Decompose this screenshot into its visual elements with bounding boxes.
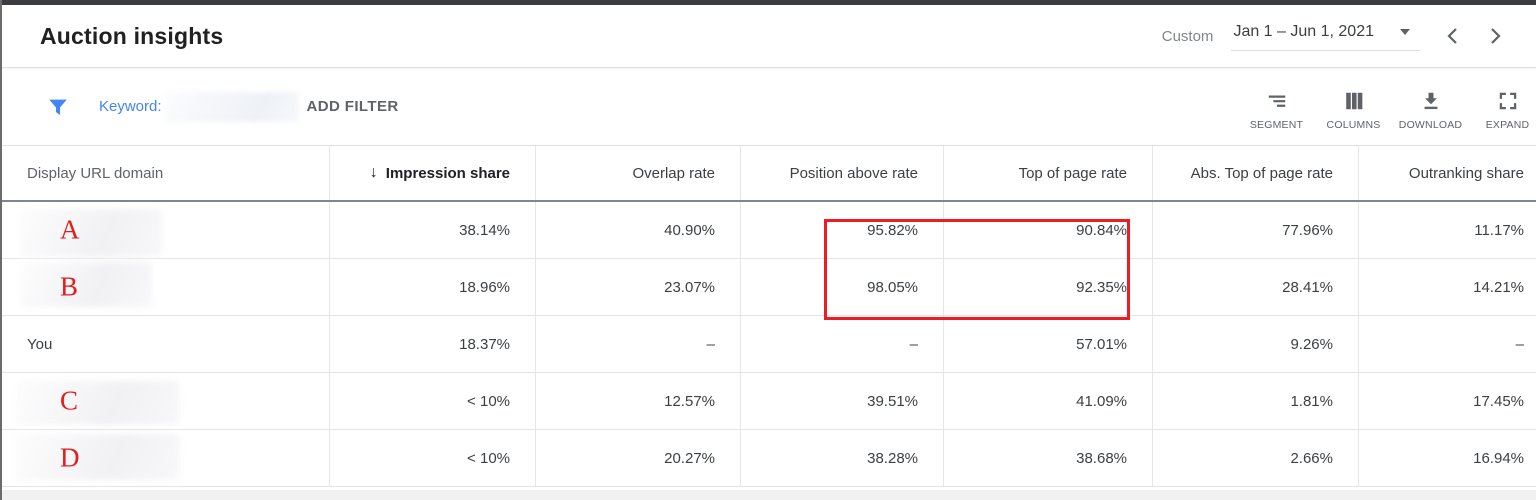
- redacted-domain-patch: [20, 209, 162, 257]
- domain-annotation-letter: A: [60, 214, 80, 245]
- abs-top-of-page-rate-cell: 77.96%: [1152, 202, 1358, 258]
- position-above-rate-cell: 38.28%: [740, 430, 943, 486]
- page-bottom-strip: [2, 490, 1536, 500]
- next-period-button[interactable]: [1485, 23, 1506, 49]
- overlap-rate-cell: 12.57%: [535, 373, 740, 429]
- keyword-value-redaction: [165, 91, 299, 122]
- segment-icon: [1268, 95, 1285, 107]
- impression-share-cell: < 10%: [329, 430, 535, 486]
- table-header-row: Display URL domain ↓ Impression share Ov…: [2, 146, 1536, 202]
- column-header-position-above-rate[interactable]: Position above rate: [740, 146, 943, 200]
- outranking-share-cell: 16.94%: [1358, 430, 1536, 486]
- outranking-share-cell: 17.45%: [1358, 373, 1536, 429]
- column-header-abs-top-of-page-rate[interactable]: Abs. Top of page rate: [1152, 146, 1358, 200]
- top-of-page-rate-cell: 90.84%: [943, 202, 1152, 258]
- column-header-outranking-share[interactable]: Outranking share: [1358, 146, 1536, 200]
- abs-top-of-page-rate-cell: 2.66%: [1152, 430, 1358, 486]
- top-of-page-rate-cell: 57.01%: [943, 316, 1152, 372]
- redacted-domain-patch: [14, 434, 179, 480]
- domain-cell: D: [2, 430, 329, 486]
- previous-period-button[interactable]: [1442, 23, 1463, 49]
- chevron-right-icon: [1491, 28, 1501, 44]
- chevron-down-icon: [1400, 29, 1410, 35]
- overlap-rate-cell: –: [535, 316, 740, 372]
- outranking-share-cell: 11.17%: [1358, 202, 1536, 258]
- outranking-share-cell: –: [1358, 316, 1536, 372]
- table-row-domain-d: D < 10% 20.27% 38.28% 38.68% 2.66% 16.94…: [2, 430, 1536, 487]
- column-header-impression-share[interactable]: ↓ Impression share: [329, 146, 535, 200]
- top-of-page-rate-cell: 38.68%: [943, 430, 1152, 486]
- download-button[interactable]: DOWNLOAD: [1392, 84, 1469, 131]
- abs-top-of-page-rate-cell: 9.26%: [1152, 316, 1358, 372]
- columns-button[interactable]: COLUMNS: [1315, 84, 1392, 131]
- download-icon: [1424, 92, 1437, 109]
- add-filter-button[interactable]: ADD FILTER: [306, 98, 399, 115]
- top-of-page-rate-cell: 41.09%: [943, 373, 1152, 429]
- domain-cell: C: [2, 373, 329, 429]
- domain-annotation-letter: B: [60, 271, 79, 302]
- filter-bar: Keyword: ADD FILTER SEGMENT COLUMNS: [2, 68, 1536, 146]
- position-above-rate-cell: 95.82%: [740, 202, 943, 258]
- you-row-label: You: [27, 335, 53, 353]
- date-range-control: Custom Jan 1 – Jun 1, 2021: [1162, 21, 1506, 51]
- page-title: Auction insights: [40, 22, 224, 49]
- impression-share-cell: 18.96%: [329, 259, 535, 315]
- date-range-selector[interactable]: Jan 1 – Jun 1, 2021: [1231, 21, 1420, 51]
- outranking-share-cell: 14.21%: [1358, 259, 1536, 315]
- table-row-domain-b: B 18.96% 23.07% 98.05% 92.35% 28.41% 14.…: [2, 259, 1536, 316]
- domain-annotation-letter: D: [60, 442, 80, 473]
- abs-top-of-page-rate-cell: 28.41%: [1152, 259, 1358, 315]
- redacted-domain-patch: [16, 381, 179, 425]
- table-row-domain-c: C < 10% 12.57% 39.51% 41.09% 1.81% 17.45…: [2, 373, 1536, 430]
- position-above-rate-cell: 39.51%: [740, 373, 943, 429]
- table-row-domain-a: A 38.14% 40.90% 95.82% 90.84% 77.96% 11.…: [2, 202, 1536, 259]
- domain-annotation-letter: C: [60, 385, 79, 416]
- expand-button[interactable]: EXPAND: [1469, 84, 1536, 131]
- impression-share-cell: 38.14%: [329, 202, 535, 258]
- position-above-rate-cell: 98.05%: [740, 259, 943, 315]
- segment-button[interactable]: SEGMENT: [1238, 84, 1315, 131]
- table-row-you: You 18.37% – – 57.01% 9.26% –: [2, 316, 1536, 373]
- auction-insights-table: Display URL domain ↓ Impression share Ov…: [2, 146, 1536, 487]
- impression-share-cell: 18.37%: [329, 316, 535, 372]
- top-window-strip: [2, 0, 1536, 5]
- domain-cell: B: [2, 259, 329, 315]
- position-above-rate-cell: –: [740, 316, 943, 372]
- title-bar: Auction insights Custom Jan 1 – Jun 1, 2…: [2, 5, 1536, 68]
- column-header-top-of-page-rate[interactable]: Top of page rate: [943, 146, 1152, 200]
- impression-share-cell: < 10%: [329, 373, 535, 429]
- abs-top-of-page-rate-cell: 1.81%: [1152, 373, 1358, 429]
- top-of-page-rate-cell: 92.35%: [943, 259, 1152, 315]
- expand-icon: [1499, 92, 1516, 109]
- chevron-left-icon: [1447, 28, 1457, 44]
- redacted-domain-patch: [20, 262, 152, 307]
- keyword-filter-chip[interactable]: Keyword:: [99, 98, 162, 115]
- domain-cell: A: [2, 202, 329, 258]
- domain-cell: You: [2, 316, 329, 372]
- overlap-rate-cell: 40.90%: [535, 202, 740, 258]
- table-toolbar: SEGMENT COLUMNS DOWNLOAD: [1238, 68, 1536, 146]
- columns-icon: [1345, 92, 1362, 109]
- sort-descending-icon: ↓: [369, 164, 378, 181]
- overlap-rate-cell: 20.27%: [535, 430, 740, 486]
- date-range-value: Jan 1 – Jun 1, 2021: [1233, 23, 1374, 40]
- date-range-type-label: Custom: [1161, 27, 1214, 45]
- column-header-overlap-rate[interactable]: Overlap rate: [535, 146, 740, 200]
- column-header-display-url-domain[interactable]: Display URL domain: [27, 164, 164, 182]
- filter-funnel-icon[interactable]: [47, 95, 69, 119]
- overlap-rate-cell: 23.07%: [535, 259, 740, 315]
